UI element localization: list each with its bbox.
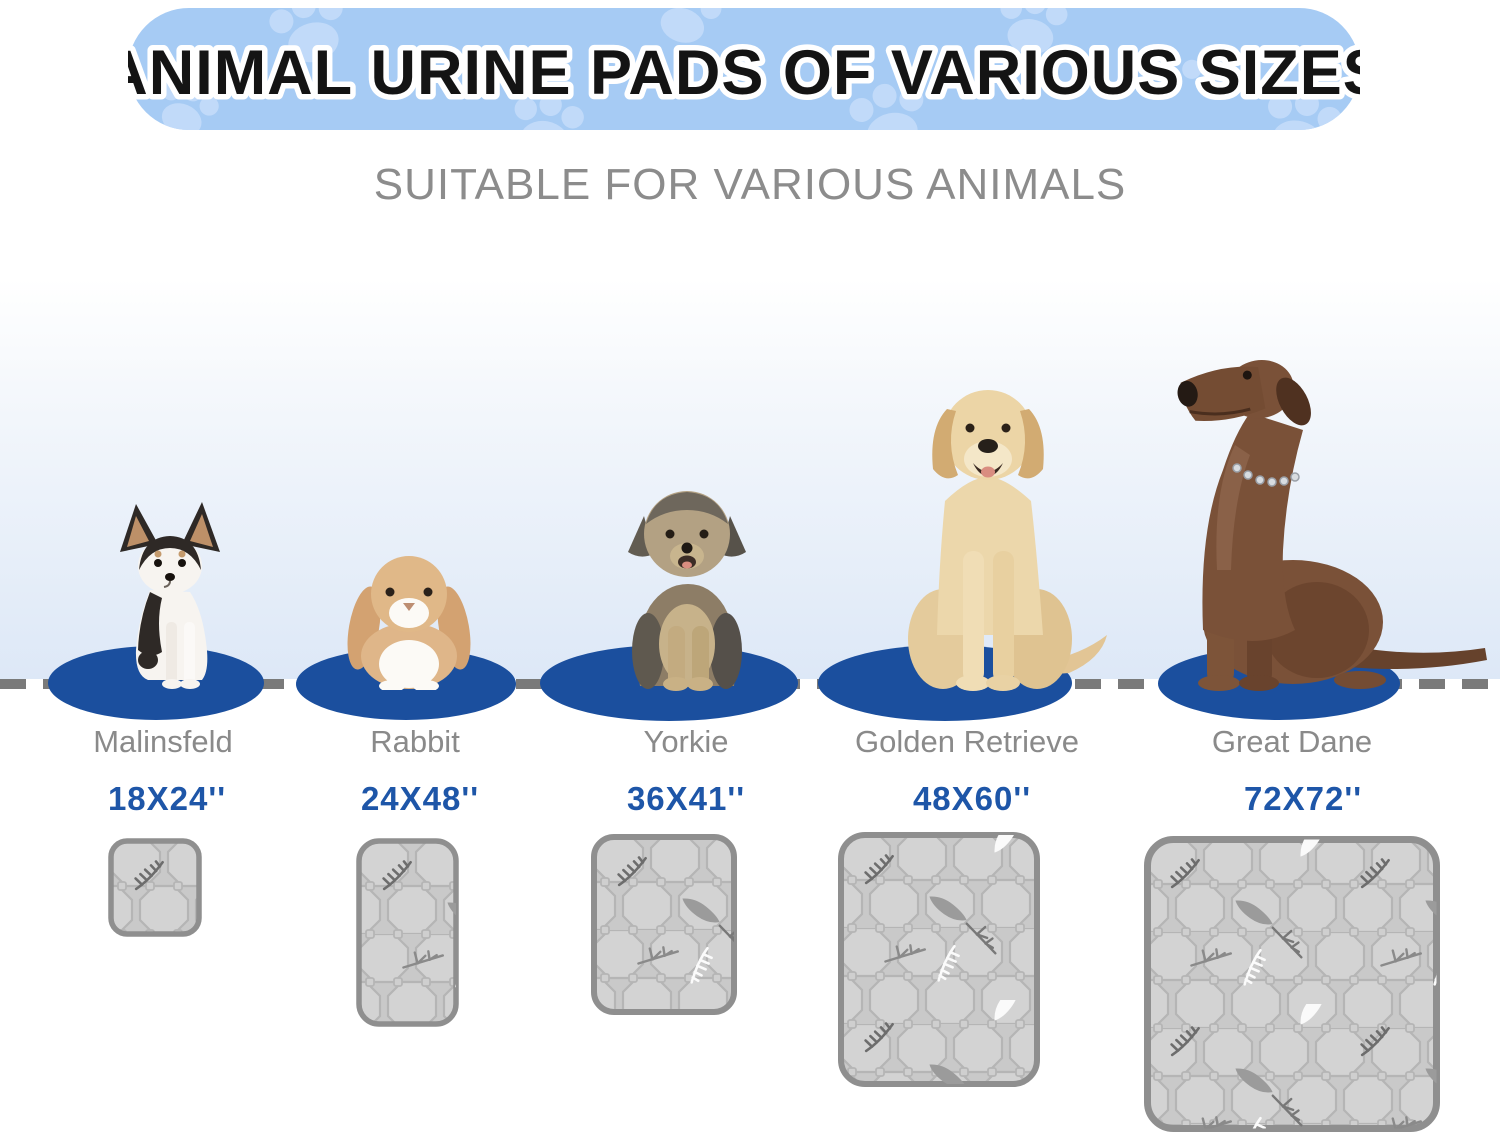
animal-label: Rabbit	[370, 724, 460, 759]
pad-72x72	[1144, 836, 1440, 1132]
pad-size-label: 72X72''	[1243, 780, 1363, 817]
great-dane-photo	[1177, 359, 1487, 691]
page-title: ANIMAL URINE PADS OF VARIOUS SIZES	[128, 38, 1360, 108]
golden-retriever-photo	[908, 390, 1107, 691]
pad-48x60	[838, 832, 1040, 1087]
pad-size-label: 24X48''	[360, 780, 480, 817]
pad-18x24	[108, 838, 202, 937]
animal-label: Yorkie	[643, 724, 729, 759]
title-banner: ANIMAL URINE PADS OF VARIOUS SIZES	[128, 8, 1360, 130]
chain-collar	[1232, 463, 1300, 487]
pad-size-label: 18X24''	[107, 780, 227, 817]
chihuahua-photo	[120, 502, 220, 689]
animal-label: Great Dane	[1211, 724, 1373, 759]
pad-size-label: 48X60''	[912, 780, 1032, 817]
animal-label: Malinsfeld	[93, 724, 233, 759]
yorkie-photo	[628, 491, 746, 691]
pad-size-label: 36X41''	[626, 780, 746, 817]
animal-label: Golden Retrieve	[854, 724, 1080, 759]
pad-24x48	[356, 838, 459, 1027]
page-subtitle: SUITABLE FOR VARIOUS ANIMALS	[373, 160, 1127, 209]
pad-36x41	[591, 834, 737, 1015]
lop-rabbit-photo	[347, 556, 471, 690]
